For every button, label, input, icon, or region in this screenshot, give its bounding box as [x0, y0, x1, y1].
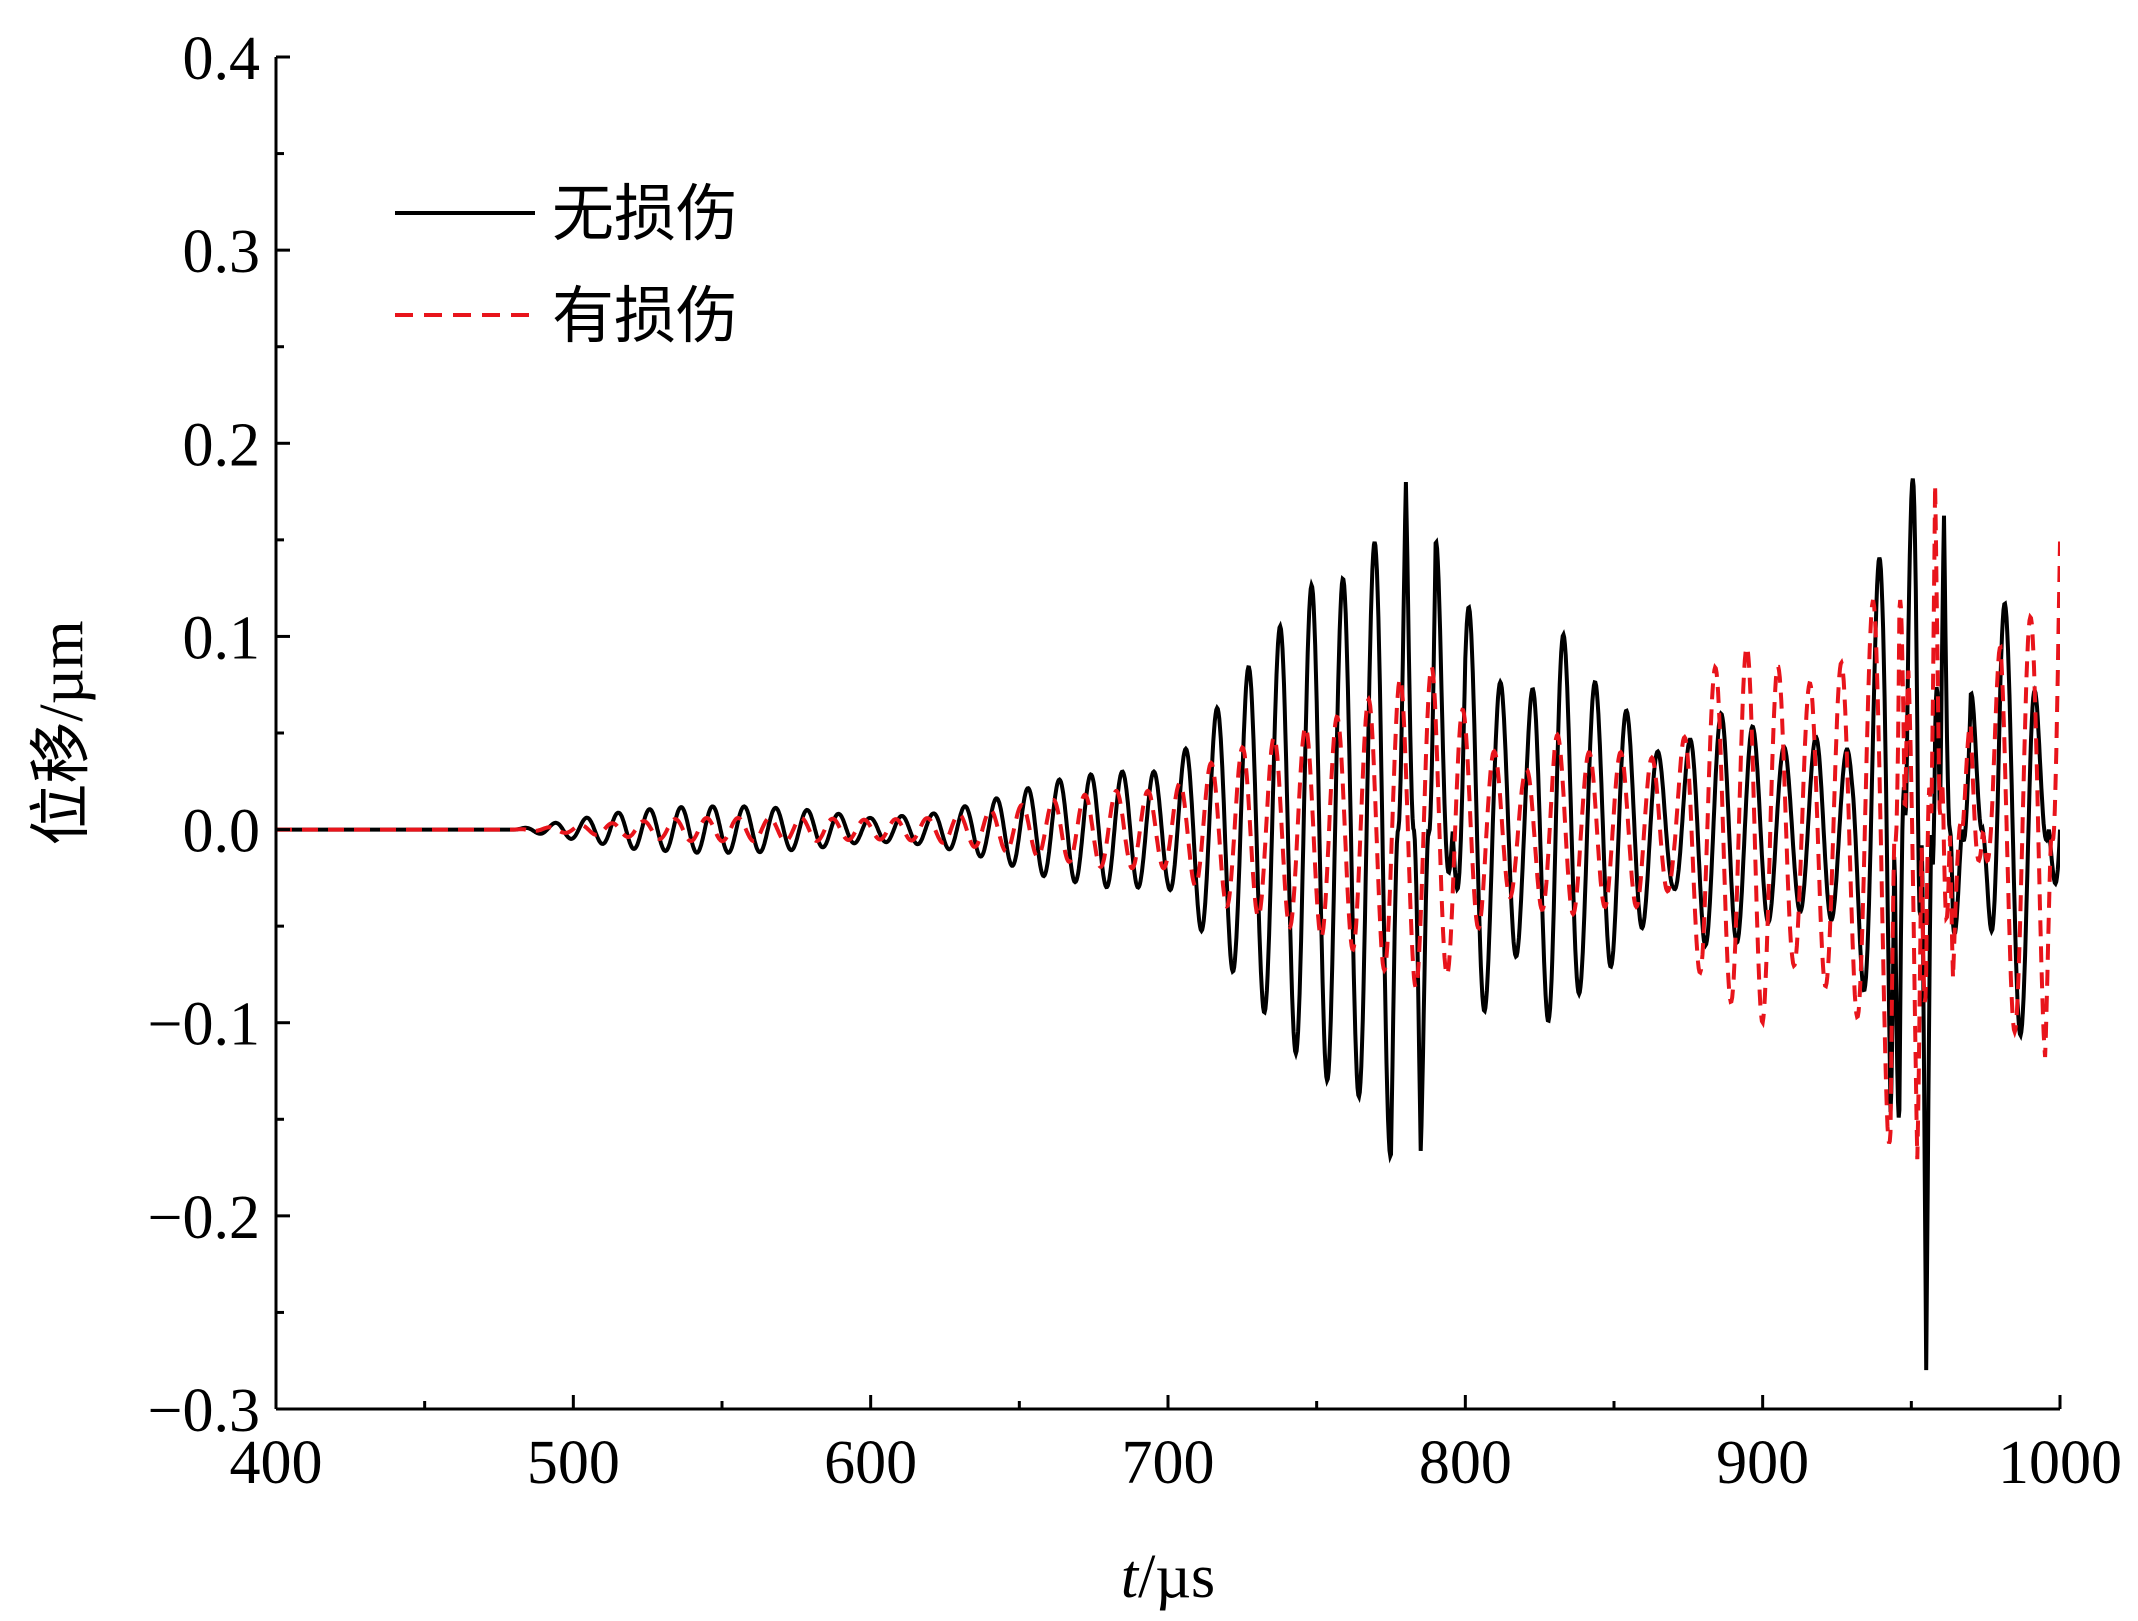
y-tick-label: 0.4: [183, 25, 261, 93]
series-line-intact: [276, 478, 2060, 1371]
x-tick-label: 500: [527, 1429, 620, 1497]
series-line-damaged: [276, 484, 2060, 1160]
y-tick-label: −0.1: [148, 991, 260, 1059]
x-tick-label: 800: [1419, 1429, 1512, 1497]
y-tick-label: 0.1: [183, 604, 261, 672]
y-tick-label: 0.0: [183, 798, 261, 866]
x-tick-label: 600: [824, 1429, 917, 1497]
y-tick-label: −0.2: [148, 1184, 260, 1252]
x-tick-label: 1000: [1998, 1429, 2122, 1497]
x-axis-title: t/µs: [1121, 1543, 1215, 1611]
legend: 无损伤 有损伤: [395, 177, 738, 352]
y-axis-title: 位移/µm: [28, 620, 96, 845]
legend-label-damaged: 有损伤: [552, 279, 738, 352]
x-tick-label: 900: [1716, 1429, 1809, 1497]
x-axis-title-unit: /µs: [1138, 1543, 1215, 1611]
legend-label-intact: 无损伤: [552, 177, 738, 250]
x-axis-title-var: t: [1121, 1543, 1140, 1611]
y-tick-label: 0.2: [183, 411, 261, 479]
y-tick-label: −0.3: [148, 1377, 260, 1445]
y-tick-label: 0.3: [183, 218, 261, 286]
x-tick-label: 400: [230, 1429, 323, 1497]
x-tick-label: 700: [1122, 1429, 1215, 1497]
